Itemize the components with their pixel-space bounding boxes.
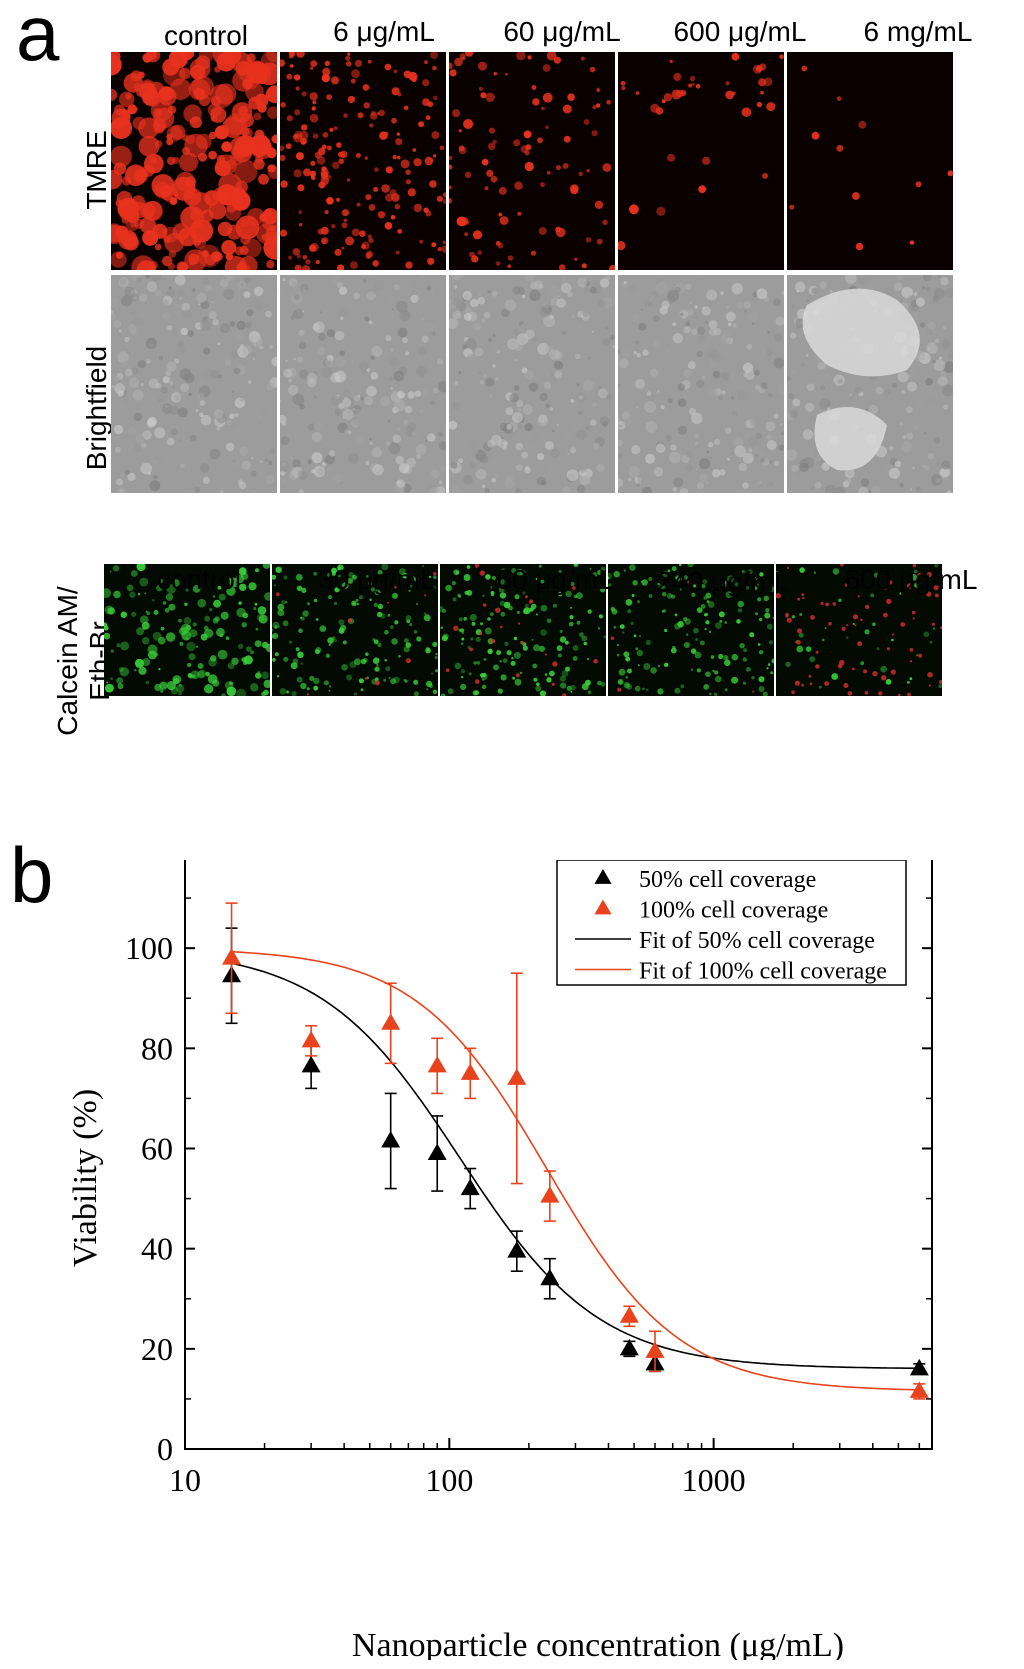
- data-point-series-2: [619, 1306, 639, 1323]
- chart-ticks: 0 20 40 60 80 100 120 10 100 1000: [125, 860, 932, 1498]
- legend-label-2: 100% cell coverage: [639, 898, 828, 924]
- row-label-calcein-line1: Calcein AM/: [52, 586, 83, 736]
- x-tick-label: 10: [169, 1462, 201, 1498]
- x-tick-label: 1000: [682, 1462, 746, 1498]
- y-axis-label: Viability (%): [67, 1089, 104, 1267]
- calcein-col-label-240ug: 240 μg/mL: [656, 566, 790, 597]
- data-point-series-2: [645, 1341, 665, 1358]
- data-point-series-1: [427, 1143, 447, 1161]
- y-tick-label: 0: [157, 1431, 173, 1467]
- data-point-series-2: [301, 1030, 321, 1048]
- legend-label-1: 50% cell coverage: [639, 867, 816, 893]
- data-point-series-1: [460, 1178, 480, 1196]
- legend-marker-1: [594, 869, 612, 884]
- calcein-col-label-control: control: [156, 564, 242, 595]
- data-point-series-2: [222, 948, 242, 965]
- fit-curve-1: [231, 962, 920, 1370]
- brightfield-image-1: [111, 275, 277, 493]
- tmre-image-1: [111, 52, 277, 270]
- calcein-image-3: [440, 564, 606, 696]
- viability-chart: 0 20 40 60 80 100 120 10 100 1000 50% cell covera…: [67, 860, 933, 1660]
- x-tick-label: 100: [425, 1462, 473, 1498]
- calcein-col-label-60ug: 60 μg/mL: [496, 564, 614, 595]
- y-tick-label: 20: [141, 1331, 173, 1367]
- panel-letter-a: a: [16, 0, 60, 77]
- data-point-series-1: [381, 1130, 401, 1148]
- tmre-image-2: [280, 52, 446, 270]
- y-tick-label: 40: [141, 1231, 173, 1267]
- tmre-col-label-6ug: 6 μg/mL: [333, 16, 435, 47]
- tmre-col-label-600ug: 600 μg/mL: [673, 16, 807, 47]
- data-point-series-2: [460, 1063, 480, 1080]
- data-point-series-1: [540, 1268, 560, 1286]
- tmre-image-4: [618, 52, 784, 270]
- y-tick-label: 100: [125, 930, 173, 966]
- x-axis-label: Nanoparticle concentration (μg/mL): [352, 1627, 844, 1660]
- calcein-image-1: [104, 564, 270, 696]
- y-tick-label: 120: [125, 860, 173, 866]
- calcein-image-5: [776, 564, 942, 696]
- y-tick-label: 80: [141, 1030, 173, 1066]
- legend-label-3: Fit of 50% cell coverage: [639, 928, 875, 954]
- chart-data-points: [222, 902, 929, 1400]
- data-point-series-1: [909, 1358, 929, 1376]
- tmre-image-3: [449, 52, 615, 270]
- y-tick-label: 60: [141, 1131, 173, 1167]
- tmre-col-label-control: control: [163, 20, 249, 51]
- brightfield-image-4: [618, 275, 784, 493]
- fit-curve-2: [231, 950, 920, 1391]
- tmre-image-5: [787, 52, 953, 270]
- panel-letter-b: b: [10, 831, 54, 919]
- tmre-col-label-60ug: 60 μg/mL: [503, 16, 621, 47]
- chart-fit-curves: [231, 950, 920, 1391]
- row-label-brightfield: Brightfield: [81, 345, 112, 471]
- data-point-series-2: [507, 1068, 527, 1085]
- brightfield-image-2: [280, 275, 446, 493]
- row-label-tmre: TMRE: [81, 130, 112, 210]
- data-point-series-2: [427, 1055, 447, 1073]
- calcein-image-4: [608, 564, 774, 696]
- legend-label-4: Fit of 100% cell coverage: [639, 959, 887, 985]
- tmre-col-label-6mg: 6 mg/mL: [863, 16, 973, 47]
- calcein-col-label-600ug: 600 μg/mL: [844, 564, 978, 595]
- data-point-series-2: [909, 1381, 929, 1398]
- chart-legend: 50% cell coverage 100% cell coverage Fit o…: [556, 860, 907, 986]
- data-point-series-1: [619, 1338, 639, 1356]
- legend-marker-2: [594, 899, 612, 915]
- brightfield-image-5: [787, 275, 953, 493]
- data-point-series-2: [540, 1186, 560, 1203]
- data-point-series-1: [301, 1055, 321, 1073]
- data-point-series-2: [381, 1013, 401, 1030]
- legend-box: [556, 860, 907, 986]
- data-point-series-1: [507, 1241, 527, 1258]
- calcein-col-label-30ug: 30 μg/mL: [318, 564, 436, 595]
- brightfield-image-3: [449, 275, 615, 493]
- calcein-image-2: [272, 564, 438, 696]
